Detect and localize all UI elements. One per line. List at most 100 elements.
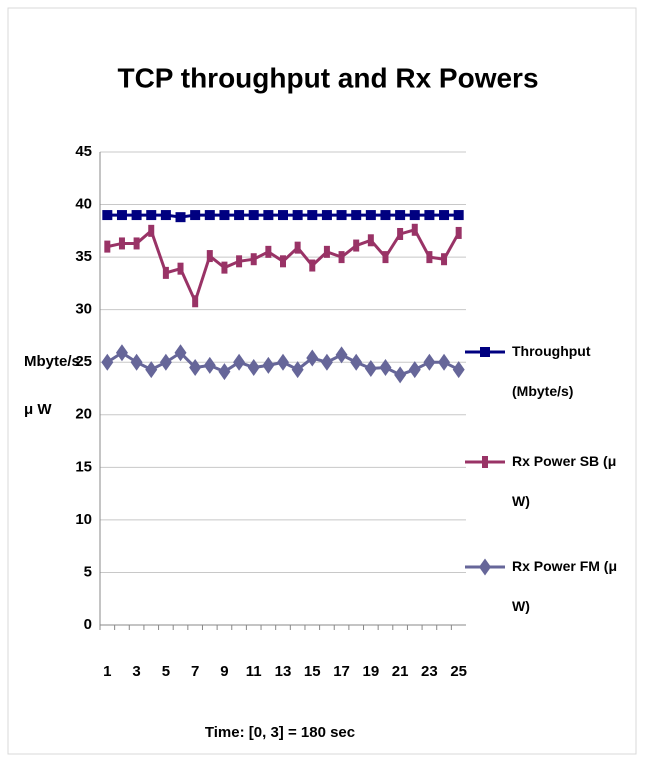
x-tick-label: 13 (275, 663, 292, 680)
marker (133, 237, 140, 250)
marker (453, 210, 464, 221)
marker (130, 353, 143, 371)
marker (192, 295, 199, 308)
marker (323, 245, 330, 258)
x-tick-label: 23 (421, 663, 438, 680)
marker (394, 366, 407, 384)
marker (280, 255, 286, 268)
marker (292, 210, 303, 221)
y-tick-label: 25 (75, 353, 92, 370)
legend-label: Rx Power SB (μ W) (512, 453, 616, 509)
marker (424, 210, 435, 221)
marker (131, 210, 142, 221)
marker (350, 353, 363, 371)
marker (145, 361, 158, 379)
legend-label: Rx Power FM (μ W) (512, 558, 617, 614)
marker (104, 240, 111, 253)
marker (291, 361, 304, 379)
marker (159, 353, 172, 371)
marker (364, 360, 377, 378)
x-tick-label: 11 (246, 663, 262, 680)
marker (265, 245, 272, 258)
marker (379, 358, 392, 376)
marker (177, 262, 184, 275)
marker (278, 210, 288, 221)
marker (160, 210, 171, 221)
y-tick-label: 35 (75, 248, 92, 265)
marker (409, 210, 420, 221)
y-tick-label: 5 (84, 563, 92, 580)
marker (236, 255, 243, 268)
marker (189, 358, 202, 376)
marker (380, 210, 391, 221)
marker (321, 210, 332, 221)
y-tick-label: 0 (84, 616, 92, 633)
marker (480, 347, 490, 357)
marker (174, 344, 187, 362)
marker (336, 210, 347, 221)
y-tick-label: 20 (75, 406, 92, 423)
chart-title: TCP throughput and Rx Powers (117, 62, 538, 93)
marker (221, 261, 228, 274)
y-tick-label: 10 (75, 511, 92, 528)
marker (306, 349, 319, 367)
x-tick-label: 3 (132, 663, 140, 680)
marker (423, 353, 436, 371)
marker (233, 353, 246, 371)
marker (452, 361, 465, 379)
x-tick-label: 1 (103, 663, 111, 680)
x-tick-label: 21 (392, 663, 409, 680)
marker (335, 346, 348, 364)
y-axis-label: μ W (24, 401, 52, 418)
marker (426, 251, 433, 264)
marker (367, 234, 374, 247)
marker (408, 361, 421, 379)
y-tick-label: 30 (75, 301, 92, 318)
marker (382, 251, 389, 264)
marker (190, 210, 201, 221)
y-axis-label: Mbyte/s (24, 353, 80, 370)
x-tick-label: 15 (304, 663, 321, 680)
marker (438, 353, 451, 371)
marker (248, 210, 259, 221)
x-tick-label: 19 (362, 663, 379, 680)
marker (219, 210, 230, 221)
marker (250, 253, 257, 266)
y-tick-label: 15 (75, 458, 92, 475)
marker (234, 210, 245, 221)
x-axis-label: Time: [0, 3] = 180 sec (205, 724, 355, 741)
marker (320, 353, 333, 371)
marker (146, 210, 157, 221)
marker (204, 210, 215, 221)
marker (263, 210, 274, 221)
marker (338, 251, 345, 264)
marker (482, 456, 488, 468)
marker (351, 210, 362, 221)
marker (175, 212, 186, 223)
marker (307, 210, 318, 221)
marker (439, 210, 450, 221)
marker (162, 266, 169, 279)
y-tick-label: 45 (75, 143, 92, 160)
marker (411, 223, 418, 236)
marker (294, 241, 301, 254)
marker (309, 259, 316, 272)
marker (206, 250, 213, 263)
marker (102, 210, 113, 221)
marker (395, 210, 406, 221)
x-tick-label: 9 (220, 663, 228, 680)
marker (203, 356, 216, 374)
marker (353, 239, 360, 252)
marker (262, 356, 275, 374)
marker (218, 363, 231, 381)
marker (118, 237, 125, 250)
legend-label: Throughput (Mbyte/s) (512, 343, 591, 399)
marker (365, 210, 376, 221)
marker (277, 353, 289, 371)
marker (116, 210, 127, 221)
marker (115, 344, 128, 362)
marker (441, 253, 448, 266)
marker (247, 358, 260, 376)
marker (455, 226, 462, 239)
